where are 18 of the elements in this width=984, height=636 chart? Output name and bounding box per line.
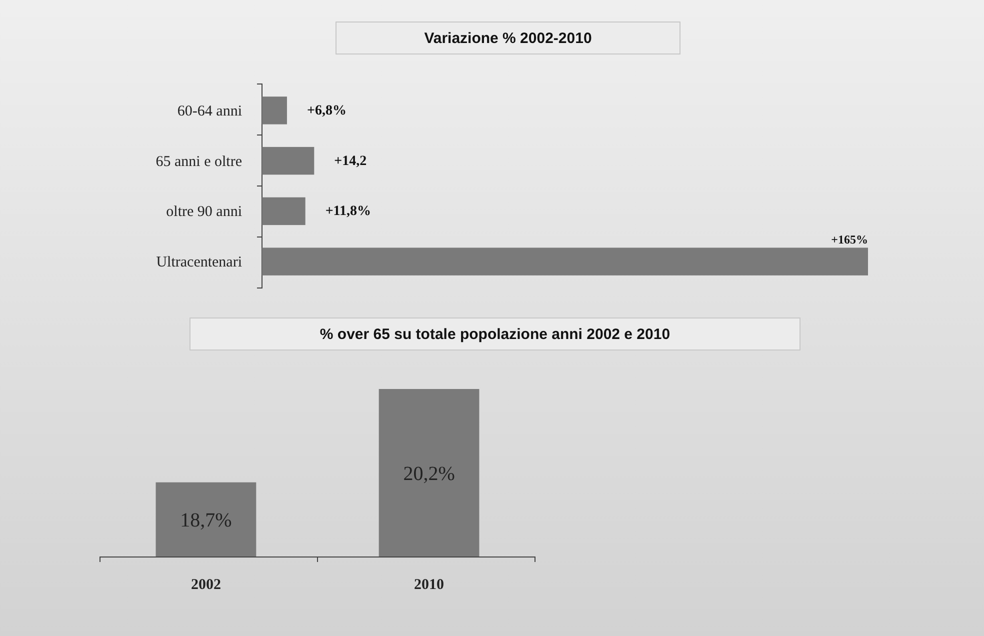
chart-title: % over 65 su totale popolazione anni 2002 e 2010	[320, 326, 670, 343]
data-label: +14,2	[334, 154, 367, 169]
y-tick-label: Ultracentenari	[156, 254, 242, 271]
chart-title: Variazione % 2002-2010	[424, 30, 592, 47]
data-label: +165%	[831, 232, 868, 247]
bar	[262, 96, 287, 124]
x-tick-label: 2002	[190, 577, 221, 593]
y-tick-label: 60-64 anni	[177, 103, 242, 120]
data-label: +11,8%	[325, 204, 372, 220]
y-tick-label: 65 anni e oltre	[156, 154, 242, 170]
bar	[262, 197, 306, 226]
data-label: +6,8%	[306, 103, 346, 118]
x-tick-label: 2010	[414, 577, 444, 593]
bar	[262, 146, 314, 175]
bar	[262, 248, 868, 276]
y-tick-label: oltre 90 anni	[166, 204, 242, 220]
data-label: 18,7%	[180, 510, 232, 532]
data-label: 20,2%	[403, 463, 455, 485]
